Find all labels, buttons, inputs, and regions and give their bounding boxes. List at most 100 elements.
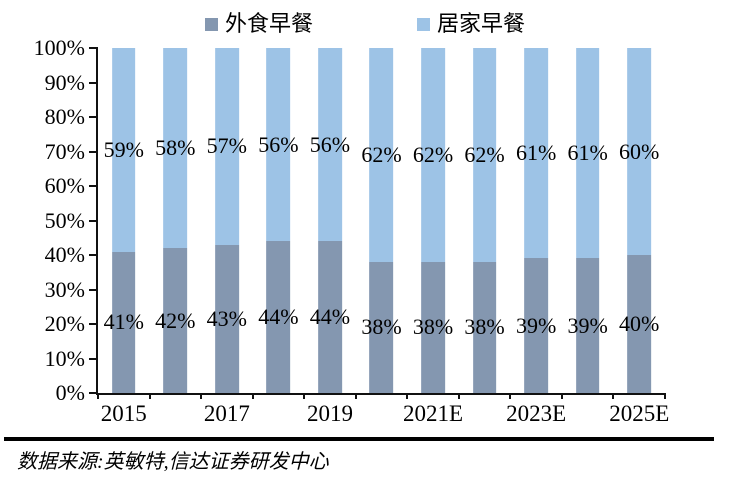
- stacked-bar: [472, 48, 497, 393]
- y-axis-tick: [89, 288, 98, 291]
- data-label-waishi: 42%: [155, 307, 196, 333]
- stacked-bar: [214, 48, 239, 393]
- data-label-jujia: 56%: [258, 131, 299, 157]
- data-label-jujia: 62%: [361, 141, 402, 167]
- data-label-jujia: 57%: [206, 133, 248, 159]
- legend-label-jujia: 居家早餐: [437, 11, 526, 36]
- x-axis-tick: [303, 393, 306, 399]
- segment-waishi: [369, 261, 394, 393]
- plot-area: 0% 10% 20% 30% 40% 50% 60% 70% 80% 90% 100% 2015 59%…: [34, 37, 670, 426]
- segment-jujia: [421, 48, 445, 262]
- segment-jujia: [163, 48, 188, 249]
- segment-jujia: [472, 48, 497, 262]
- y-axis-label: 10%: [44, 345, 85, 371]
- x-axis-tick: [97, 393, 99, 399]
- segment-waishi: [163, 248, 188, 393]
- segment-jujia: [575, 48, 600, 259]
- x-axis-tick: [200, 393, 203, 399]
- x-axis-tick: [457, 393, 460, 399]
- x-axis-label: 2025E: [609, 401, 670, 426]
- segment-jujia: [214, 48, 239, 245]
- stacked-bar: [421, 48, 445, 393]
- x-axis-tick: [148, 393, 151, 399]
- y-axis-label: 100%: [33, 35, 85, 60]
- x-axis-label: 2017: [203, 401, 250, 426]
- y-axis-tick: [89, 185, 98, 187]
- bar-slot: 61% 39%: [562, 48, 614, 393]
- data-label-waishi: 38%: [464, 314, 505, 340]
- y-axis-tick: [89, 150, 98, 153]
- segment-waishi: [575, 258, 600, 393]
- x-axis-tick: [509, 393, 512, 399]
- y-axis-label: 0%: [55, 380, 85, 405]
- legend-swatch-jujia-icon: [417, 17, 430, 31]
- data-label-jujia: 62%: [412, 141, 454, 167]
- segment-jujia: [318, 48, 342, 242]
- segment-jujia: [111, 48, 136, 252]
- legend-item-jujia: 居家早餐: [417, 13, 525, 35]
- segment-jujia: [627, 48, 652, 255]
- x-axis-tick: [612, 393, 615, 399]
- segment-waishi: [421, 261, 445, 393]
- bar-slot: 60% 40%: [613, 48, 665, 393]
- y-axis-tick: [89, 219, 98, 222]
- y-axis-label: 20%: [44, 311, 85, 336]
- y-axis-tick: [89, 392, 98, 394]
- y-axis-label: 40%: [44, 242, 85, 267]
- data-label-waishi: 43%: [206, 305, 248, 331]
- x-axis-tick: [406, 393, 409, 399]
- bar-slot: 56% 44%: [304, 48, 356, 393]
- segment-waishi: [214, 244, 239, 393]
- data-label-waishi: 38%: [361, 314, 402, 340]
- data-label-waishi: 40%: [619, 311, 660, 336]
- stacked-bar: [163, 48, 188, 393]
- chart-legend: 外食早餐 居家早餐: [0, 8, 730, 40]
- legend-swatch-waishi-icon: [204, 17, 218, 31]
- segment-waishi: [627, 255, 652, 393]
- data-label-jujia: 58%: [155, 135, 196, 161]
- bar-slot: 62% 38%: [459, 48, 511, 393]
- bar-slot: 57% 43%: [201, 48, 253, 393]
- segment-jujia: [369, 48, 394, 262]
- y-axis-tick: [89, 254, 98, 256]
- data-label-jujia: 62%: [464, 141, 505, 167]
- segment-waishi: [266, 241, 291, 393]
- segment-jujia: [266, 48, 291, 242]
- legend-label-waishi: 外食早餐: [224, 11, 313, 36]
- data-label-jujia: 61%: [567, 140, 608, 166]
- x-axis-label: 2021E: [403, 401, 464, 426]
- x-axis-tick: [354, 393, 357, 399]
- source-note: 数据来源:英敏特,信达证券研发中心: [17, 451, 329, 473]
- y-axis-tick: [89, 357, 98, 360]
- data-label-jujia: 60%: [619, 138, 660, 164]
- y-axis-label: 70%: [44, 138, 85, 164]
- bar-slot: 61% 39%: [510, 48, 562, 393]
- legend-item-waishi: 外食早餐: [204, 11, 313, 36]
- data-label-waishi: 41%: [103, 309, 144, 335]
- y-axis-label: 60%: [44, 173, 85, 198]
- y-axis-tick: [89, 47, 98, 49]
- stacked-bar: [575, 48, 600, 393]
- bar-slot: 62% 38%: [356, 48, 408, 393]
- x-axis-tick: [251, 393, 254, 399]
- data-label-waishi: 38%: [412, 314, 454, 340]
- y-axis-label: 90%: [44, 69, 85, 95]
- data-label-jujia: 61%: [515, 140, 557, 166]
- stacked-bar: [524, 48, 548, 393]
- x-axis-label: 2015: [100, 401, 147, 426]
- y-axis-tick: [89, 323, 98, 325]
- bar-slot: 58% 42%: [150, 48, 202, 393]
- footer-divider: [4, 437, 714, 441]
- bar-slot: 56% 44%: [253, 48, 305, 393]
- y-axis-label: 80%: [44, 104, 85, 129]
- y-axis-tick: [89, 116, 98, 118]
- data-label-jujia: 56%: [309, 131, 351, 157]
- x-axis-tick: [664, 393, 666, 399]
- data-label-waishi: 39%: [515, 312, 557, 338]
- stacked-bar: [627, 48, 652, 393]
- data-label-waishi: 44%: [258, 304, 299, 330]
- data-label-waishi: 39%: [567, 312, 608, 338]
- y-axis-tick: [89, 81, 98, 84]
- segment-waishi: [472, 261, 497, 393]
